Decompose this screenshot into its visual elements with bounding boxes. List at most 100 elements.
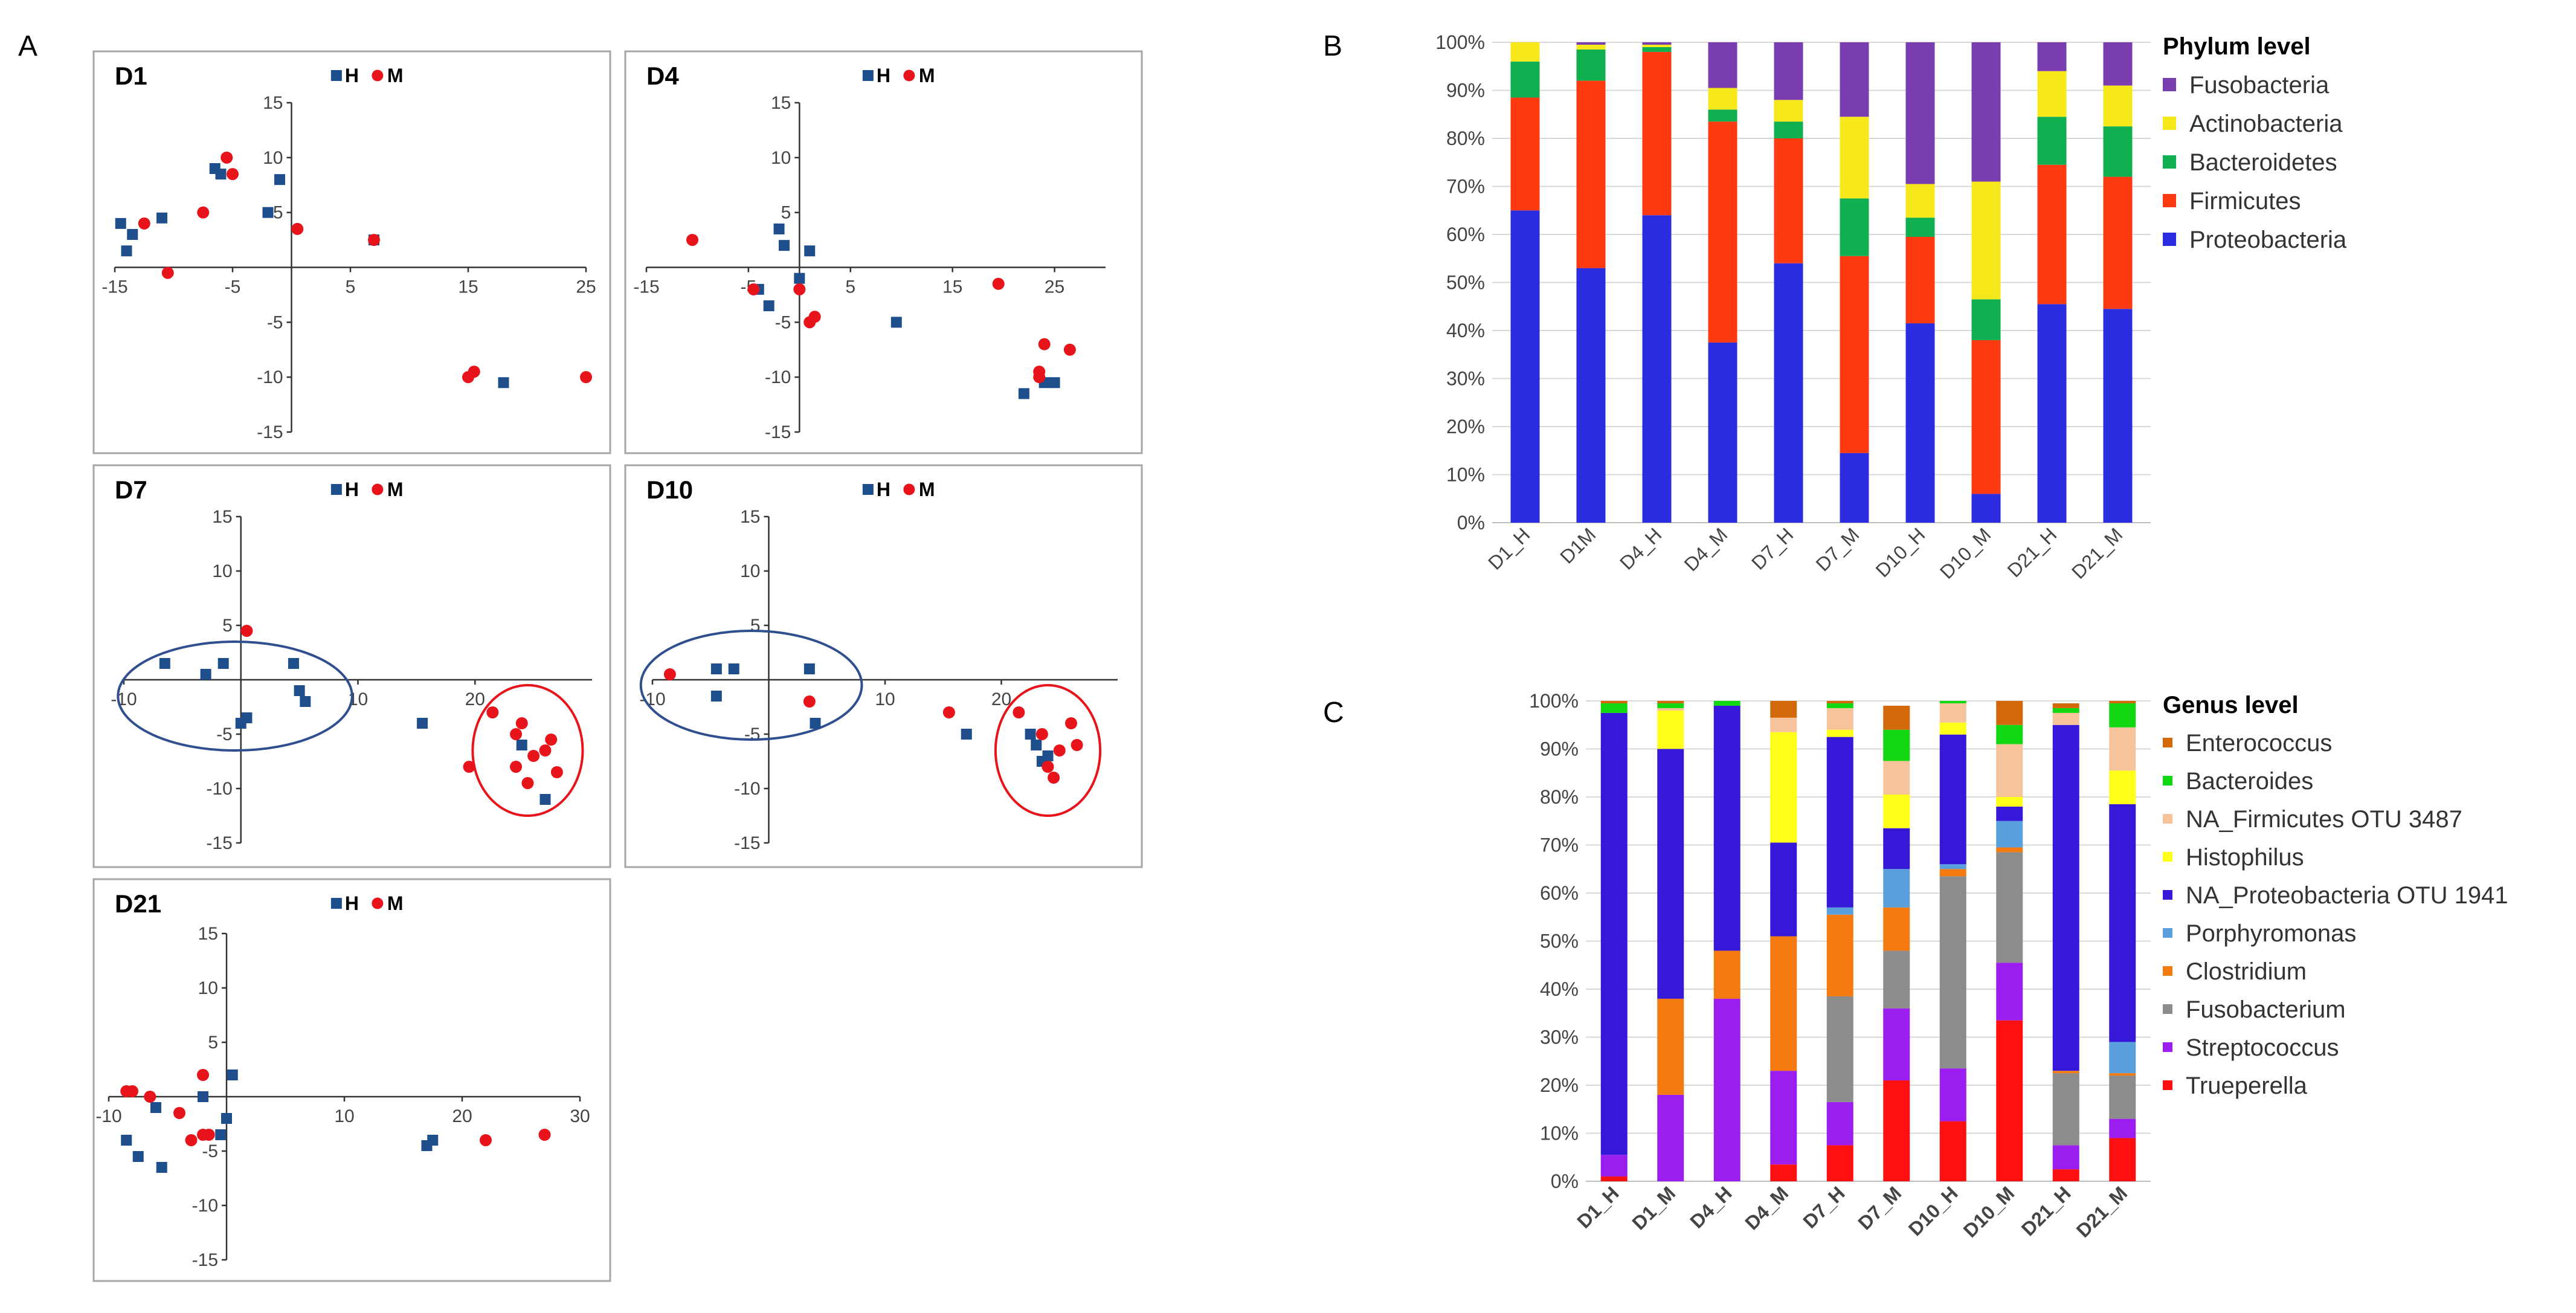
- bar-segment-firmicutes: [1971, 340, 2001, 494]
- bar-segment-bacteroidetes: [1971, 299, 2001, 340]
- bar-segment-fusobacteria: [1642, 42, 1672, 45]
- y-tick-label: 70%: [1540, 834, 1579, 856]
- point-m: [808, 311, 821, 323]
- panel-label-b: B: [1323, 30, 1342, 62]
- point-h: [779, 240, 790, 251]
- legend-marker-h: [862, 484, 874, 495]
- bar-segment-proteobacteria: [1971, 494, 2001, 523]
- y-tick-label: 100%: [1435, 31, 1485, 53]
- bar-segment-histophilus: [1996, 797, 2023, 807]
- legend-marker-m: [903, 483, 915, 495]
- panel-frame: [624, 464, 1143, 868]
- bar-segment-na-proteobacteria-otu-1941: [1770, 842, 1797, 937]
- bar-segment-na-firmicutes-otu-3487: [1657, 708, 1684, 711]
- y-tick-label: 10%: [1540, 1123, 1579, 1144]
- bar-segment-actinobacteria: [1708, 88, 1737, 110]
- point-h: [710, 691, 722, 702]
- bar-segment-na-proteobacteria-otu-1941: [2052, 724, 2079, 1071]
- x-tick-label: 10: [334, 1106, 354, 1126]
- bar-segment-enterococcus: [1770, 701, 1797, 718]
- panel-frame: [92, 464, 611, 868]
- point-m: [521, 777, 534, 789]
- legend-item: Trueperella: [2186, 1073, 2308, 1099]
- x-tick-label: 25: [1045, 277, 1064, 297]
- bar-segment-proteobacteria: [1774, 263, 1803, 523]
- x-tick-label: -10: [95, 1106, 121, 1126]
- legend-swatch: [2163, 194, 2176, 207]
- x-tick-label: 25: [576, 277, 596, 297]
- category-label: D4_M: [1680, 523, 1732, 575]
- bar-segment-bacteroides: [1939, 701, 1966, 703]
- legend-marker-m: [372, 897, 384, 909]
- bar-segment-na-firmicutes-otu-3487: [2109, 727, 2136, 771]
- category-label: D4_M: [1740, 1182, 1792, 1234]
- legend-swatch: [2163, 117, 2176, 130]
- bar-segment-bacteroidetes: [1774, 121, 1803, 138]
- point-m: [539, 744, 552, 757]
- bar-segment-actinobacteria: [1905, 184, 1935, 218]
- bar-segment-clostridium: [1657, 998, 1684, 1095]
- bar-segment-proteobacteria: [2103, 309, 2133, 523]
- point-h: [810, 718, 821, 729]
- bar-segment-enterococcus: [2109, 701, 2136, 703]
- y-tick-label: -15: [257, 422, 283, 442]
- cluster-ellipse: [117, 640, 353, 752]
- point-m: [126, 1085, 138, 1097]
- bar-segment-histophilus: [1826, 729, 1853, 737]
- bar-segment-proteobacteria: [1576, 268, 1606, 523]
- scatter-d21: -10 10 20 30 -15 -10 -5 5 10 15 D21 H M: [92, 878, 611, 1282]
- cluster-ellipse: [639, 630, 863, 741]
- point-m: [793, 283, 806, 295]
- bar-segment-trueperella: [1600, 1176, 1628, 1181]
- bar-segment-histophilus: [1770, 732, 1797, 843]
- category-label: D21_H: [2003, 523, 2061, 581]
- bar-segment-bacteroides: [1600, 703, 1628, 713]
- bar-segment-clostridium: [1770, 936, 1797, 1071]
- bar-segment-na-firmicutes-otu-3487: [1996, 744, 2023, 797]
- point-h: [127, 229, 138, 240]
- bar-segment-na-proteobacteria-otu-1941: [1996, 806, 2023, 821]
- point-h: [763, 300, 774, 312]
- point-m: [545, 734, 558, 746]
- x-tick-label: 5: [845, 277, 855, 297]
- y-tick-label: 15: [740, 507, 760, 527]
- phylum-bar-chart: 0% 10% 20% 30% 40% 50% 60% 70% 80% 90% 100% D1_H D1M…: [1435, 31, 2347, 583]
- point-m: [515, 717, 528, 729]
- bar-segment-actinobacteria: [1774, 100, 1803, 122]
- bar-segment-fusobacteria: [1708, 42, 1737, 88]
- point-m: [663, 668, 676, 680]
- y-tick-label: 10: [771, 148, 791, 168]
- legend-item: Histophilus: [2186, 844, 2304, 871]
- bar-segment-clostridium: [1996, 847, 2023, 853]
- panel-label-a: A: [18, 30, 37, 62]
- bar-segment-na-firmicutes-otu-3487: [1883, 761, 1910, 795]
- y-tick-label: 100%: [1529, 690, 1579, 712]
- bar-segment-clostridium: [1713, 950, 1740, 999]
- bar-segment-enterococcus: [1996, 701, 2023, 725]
- category-label: D21_H: [2017, 1182, 2075, 1240]
- legend-marker-m: [372, 69, 384, 82]
- point-m: [486, 706, 499, 718]
- point-m: [1033, 366, 1046, 378]
- legend-label-h: H: [877, 479, 890, 500]
- y-tick-label: -15: [192, 1250, 218, 1270]
- legend-label-h: H: [345, 892, 359, 914]
- point-m: [550, 766, 563, 778]
- category-label: D10_H: [1872, 523, 1930, 581]
- point-m: [197, 1069, 209, 1081]
- point-m: [161, 266, 174, 279]
- legend-label-m: M: [387, 479, 404, 500]
- point-m: [197, 206, 210, 219]
- legend-item: Bacteroidetes: [2189, 149, 2337, 176]
- bar-segment-trueperella: [1939, 1121, 1966, 1181]
- point-h: [516, 740, 527, 750]
- bar-segment-streptococcus: [2052, 1145, 2079, 1170]
- x-tick-label: -15: [633, 277, 659, 297]
- point-m: [185, 1134, 198, 1146]
- point-m: [686, 234, 698, 247]
- scatter-panels: -15-551525-15-10-551015D1HM-15-551525-15…: [92, 50, 1143, 1282]
- y-tick-label: 50%: [1446, 272, 1485, 294]
- point-m: [463, 761, 475, 773]
- x-tick-label: 30: [570, 1106, 590, 1126]
